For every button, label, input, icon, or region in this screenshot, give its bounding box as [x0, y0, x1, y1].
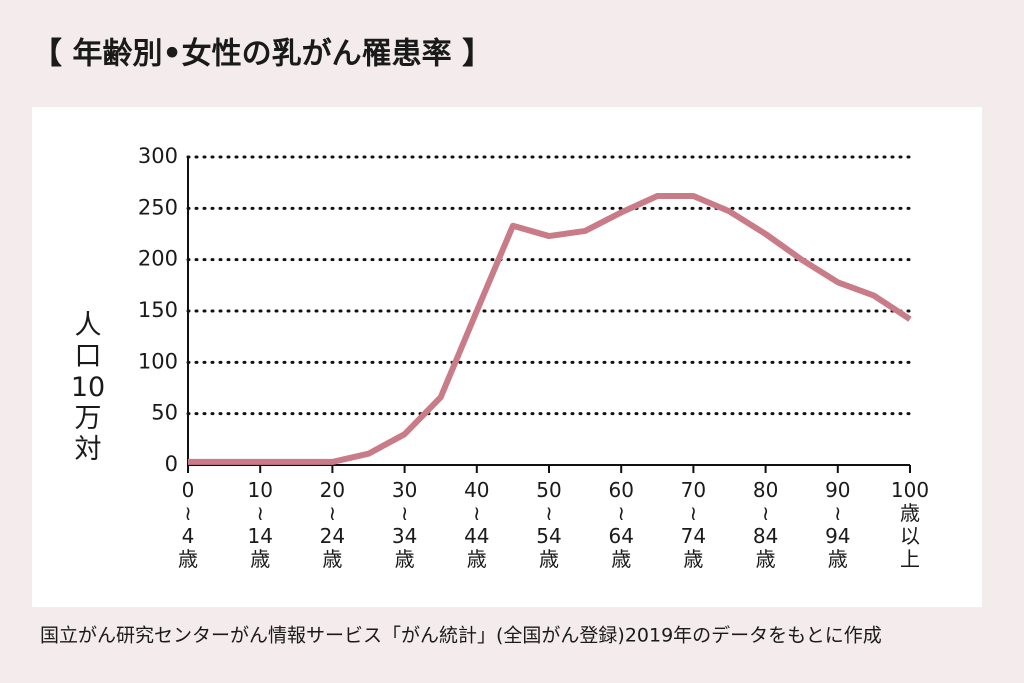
x-tick-label-line: 以 [900, 524, 920, 548]
x-tick-label-line: ≀ [690, 501, 698, 525]
x-tick-label: 90 ≀ 94 歳 [825, 478, 850, 571]
y-tick-label: 0 [165, 452, 178, 476]
x-tick-label-line: ≀ [617, 501, 625, 525]
x-tick-label-line: 24 [320, 524, 345, 548]
x-tick-label-line: 歳 [539, 547, 559, 571]
source-note: 国立がん研究センターがん情報サービス「がん統計」(全国がん登録)2019年のデー… [40, 625, 882, 647]
x-tick-label-line: 14 [247, 524, 272, 548]
x-tick-label-line: ≀ [762, 501, 770, 525]
x-tick-label-line: 歳 [683, 547, 703, 571]
x-tick-label: 0 ≀ 4 歳 [178, 478, 198, 571]
x-tick-label: 30 ≀ 34 歳 [392, 478, 417, 571]
x-tick-label-line: 歳 [467, 547, 487, 571]
x-tick-label-line: 歳 [828, 547, 848, 571]
x-tick-label-line: 60 [608, 478, 633, 502]
x-tick-label-line: 10 [247, 478, 272, 502]
x-tick-label-line: 90 [825, 478, 850, 502]
data-line [188, 193, 912, 465]
x-tick-label: 20 ≀ 24 歳 [320, 478, 345, 571]
x-tick-label-line: 64 [608, 524, 633, 548]
x-tick-label-line: ≀ [401, 501, 409, 525]
x-tick-label-line: 70 [681, 478, 706, 502]
x-tick-label-line: ≀ [473, 501, 481, 525]
x-tick-label-line: ≀ [545, 501, 553, 525]
x-tick-label-line: ≀ [329, 501, 337, 525]
y-axis-label-line: 万 [75, 403, 102, 434]
x-tick-label: 40 ≀ 44 歳 [464, 478, 489, 571]
x-tick-label: 50 ≀ 54 歳 [536, 478, 561, 571]
x-tick-label-line: 80 [753, 478, 778, 502]
x-tick-label-line: 50 [536, 478, 561, 502]
x-tick-label-line: 4 [182, 524, 195, 548]
x-tick-label-line: 54 [536, 524, 561, 548]
y-tick-label: 150 [138, 298, 178, 322]
x-tick-label-line: 100 [891, 478, 929, 502]
x-tick-label: 80 ≀ 84 歳 [753, 478, 778, 571]
x-tick-label: 60 ≀ 64 歳 [608, 478, 633, 571]
y-axis-label-line: 10 [71, 372, 105, 403]
x-tick-label-line: 20 [320, 478, 345, 502]
x-tick-label-line: 94 [825, 524, 850, 548]
y-tick-label: 200 [138, 247, 178, 271]
x-tick-label-line: 74 [681, 524, 706, 548]
x-tick-label-line: 30 [392, 478, 417, 502]
x-tick-label-line: 歳 [178, 547, 198, 571]
y-tick-label: 100 [138, 349, 178, 373]
x-tick-label-line: ≀ [834, 501, 842, 525]
x-tick-label: 100 歳以上 [891, 478, 929, 571]
x-tick-label-line: 歳 [756, 547, 776, 571]
y-axis-label-line: 対 [75, 434, 102, 465]
panel [32, 107, 982, 607]
y-axis-label-line: 人 [75, 310, 102, 341]
y-tick-label: 50 [151, 401, 178, 425]
y-tick-label: 300 [138, 144, 178, 168]
x-tick-label-line: 34 [392, 524, 417, 548]
x-tick-label-line: 40 [464, 478, 489, 502]
x-tick-label-line: 84 [753, 524, 778, 548]
x-tick-label-line: 歳 [322, 547, 342, 571]
x-tick-label-line: 歳 [395, 547, 415, 571]
x-tick-label: 10 ≀ 14 歳 [247, 478, 272, 571]
x-tick-label-line: 歳 [900, 501, 920, 525]
x-tick-label-line: ≀ [256, 501, 264, 525]
x-tick-label-line: 歳 [611, 547, 631, 571]
y-axis-label-line: 口 [75, 341, 102, 372]
x-tick-label: 70 ≀ 74 歳 [681, 478, 706, 571]
x-tick-label-line: 44 [464, 524, 489, 548]
x-tick-label-line: ≀ [184, 501, 192, 525]
x-tick-label-line: 歳 [250, 547, 270, 571]
y-axis-label: 人口 10 万対 [71, 310, 105, 465]
x-tick-label-line: 0 [182, 478, 195, 502]
x-tick-label-line: 上 [900, 547, 920, 571]
y-tick-label: 250 [138, 195, 178, 219]
chart-title: 【 年齢別•女性の乳がん罹患率 】 [32, 37, 492, 72]
